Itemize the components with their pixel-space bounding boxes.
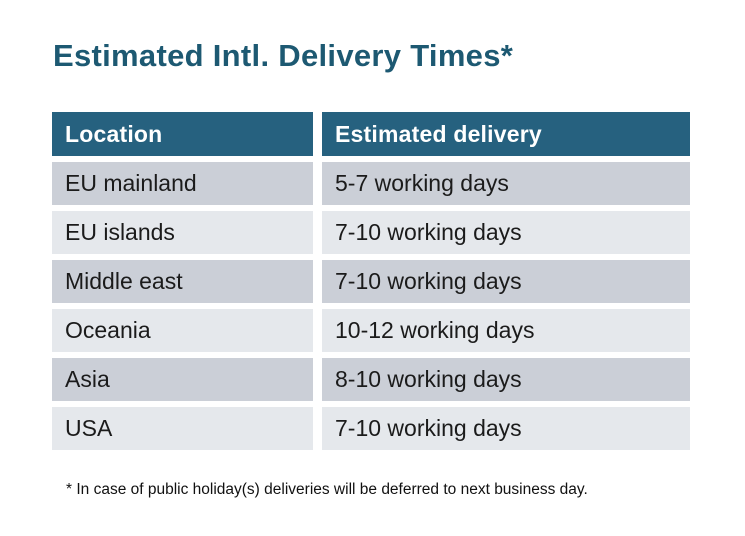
cell-location: Asia [52,358,313,401]
cell-delivery: 10-12 working days [322,309,690,352]
delivery-times-table: Location Estimated delivery EU mainland … [52,112,690,450]
cell-location: EU mainland [52,162,313,205]
cell-location: EU islands [52,211,313,254]
header-cell-location: Location [52,112,313,156]
cell-delivery: 7-10 working days [322,407,690,450]
cell-delivery: 8-10 working days [322,358,690,401]
page-title: Estimated Intl. Delivery Times* [53,38,514,73]
cell-location: USA [52,407,313,450]
cell-delivery: 7-10 working days [322,260,690,303]
header-cell-estimated-delivery: Estimated delivery [322,112,690,156]
cell-delivery: 5-7 working days [322,162,690,205]
cell-delivery: 7-10 working days [322,211,690,254]
cell-location: Middle east [52,260,313,303]
footnote: * In case of public holiday(s) deliverie… [66,481,588,498]
cell-location: Oceania [52,309,313,352]
